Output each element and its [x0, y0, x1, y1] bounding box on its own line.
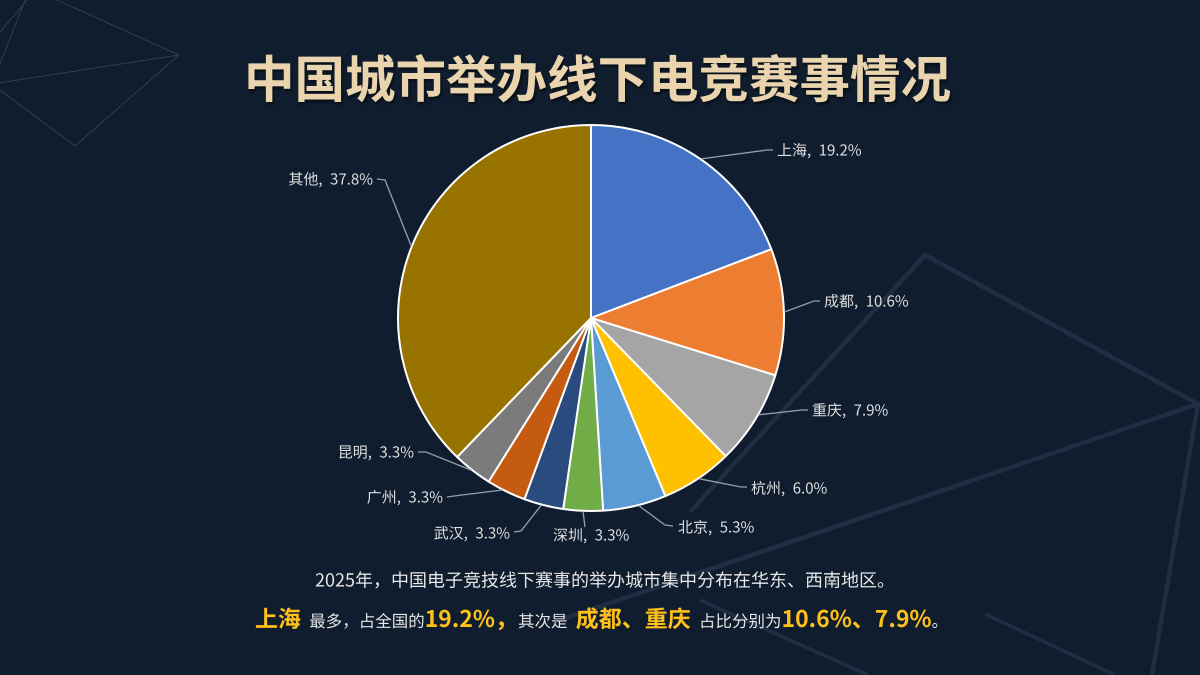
pie-slice-其他 [397, 124, 592, 459]
leader-line-其他 [376, 178, 412, 247]
leader-line-上海 [701, 149, 773, 160]
chart-graphics [248, 53, 950, 631]
leader-line-武汉 [513, 504, 542, 533]
decor-topleft-kite [0, 0, 180, 147]
leader-line-深圳 [582, 511, 586, 528]
leader-line-成都 [784, 300, 820, 313]
leader-line-广州 [446, 489, 503, 498]
pie-slice-重庆 [590, 317, 777, 458]
pie-slice-上海 [590, 124, 773, 319]
leader-line-昆明 [418, 451, 472, 472]
pie [397, 124, 785, 512]
leader-line-重庆 [758, 409, 808, 416]
pie-slice-成都 [590, 248, 785, 377]
leader-lines [376, 149, 820, 533]
leader-line-杭州 [698, 478, 747, 488]
decor-right-polygon [559, 252, 1200, 675]
leader-line-北京 [638, 504, 674, 527]
